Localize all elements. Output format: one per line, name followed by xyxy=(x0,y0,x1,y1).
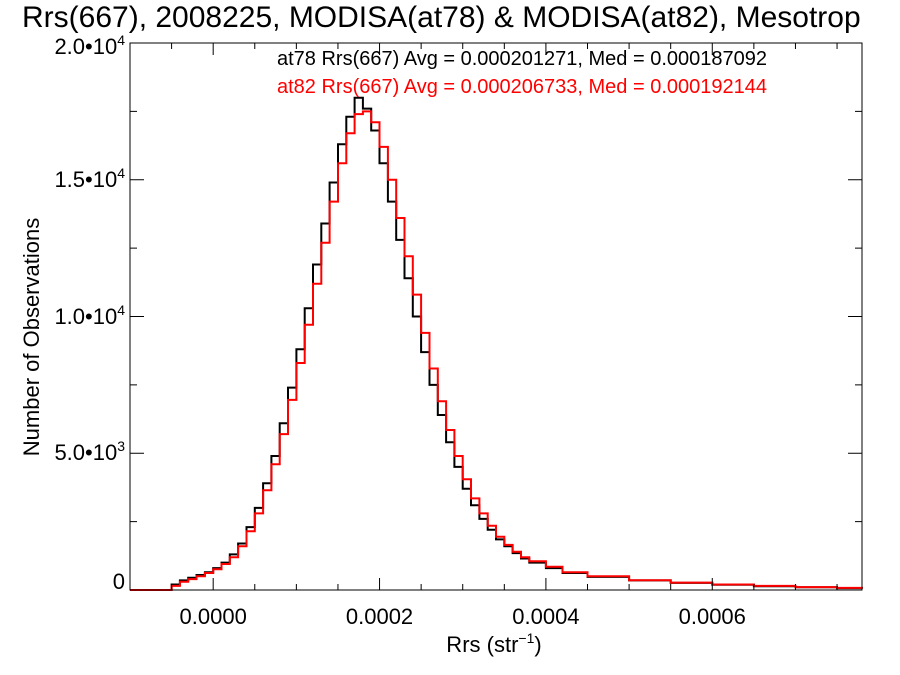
x-axis-label-close: ) xyxy=(534,632,542,657)
y-tick-mantissa: 2.0•10 xyxy=(54,34,118,59)
y-tick-label: 0 xyxy=(113,569,125,595)
legend-at82-stats: at82 Rrs(667) Avg = 0.000206733, Med = 0… xyxy=(277,76,768,98)
y-tick-label: 2.0•104 xyxy=(54,32,125,60)
x-axis-label-exponent: −1 xyxy=(518,630,535,646)
y-tick-mantissa: 0 xyxy=(112,569,125,594)
y-tick-label: 5.0•103 xyxy=(54,438,125,466)
y-tick-mantissa: 1.0•10 xyxy=(54,303,118,329)
x-tick-label: 0.0002 xyxy=(345,604,414,629)
legend-at78-stats: at78 Rrs(667) Avg = 0.000201271, Med = 0… xyxy=(277,48,768,70)
y-tick-label: 1.0•104 xyxy=(54,301,125,330)
chart-title: Rrs(667), 2008225, MODISA(at78) & MODISA… xyxy=(22,1,861,34)
axes-layer xyxy=(129,42,863,591)
y-tick-exponent: 4 xyxy=(117,32,125,48)
y-tick-mantissa: 1.5•10 xyxy=(54,166,118,192)
x-tick-label: 0.0000 xyxy=(179,604,247,629)
series-at78-line xyxy=(130,96,863,591)
x-tick-label: 0.0006 xyxy=(678,604,746,629)
series-layer xyxy=(130,96,863,591)
x-axis-label-text: Rrs (str xyxy=(446,632,519,657)
x-axis-label: Rrs (str−1) xyxy=(446,630,542,658)
plot-frame xyxy=(129,42,863,591)
y-axis-label: Number of Observations xyxy=(19,217,44,457)
y-tick-exponent: 4 xyxy=(117,301,125,318)
y-tick-exponent: 3 xyxy=(117,438,125,455)
y-tick-label: 1.5•104 xyxy=(54,164,125,193)
x-tick-label: 0.0004 xyxy=(512,604,580,629)
y-tick-exponent: 4 xyxy=(117,164,125,181)
y-tick-mantissa: 5.0•10 xyxy=(54,440,118,466)
series-at82-line xyxy=(130,110,863,591)
